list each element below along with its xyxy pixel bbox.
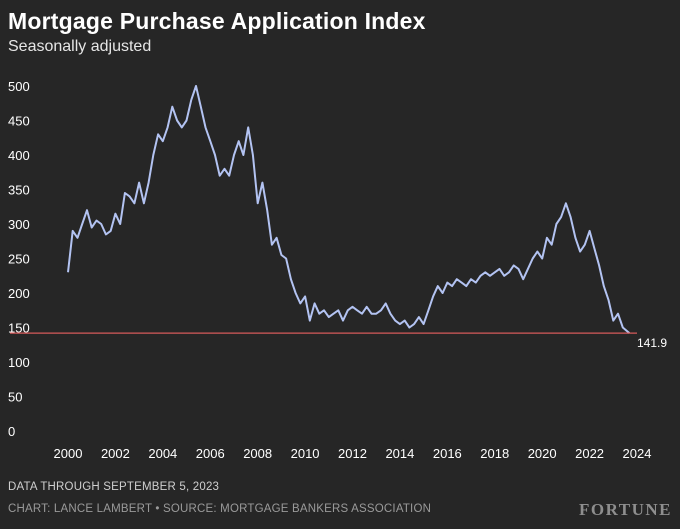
chart-title: Mortgage Purchase Application Index bbox=[8, 8, 426, 34]
x-tick-label: 2014 bbox=[385, 446, 414, 461]
y-tick-label: 200 bbox=[8, 286, 30, 301]
x-tick-label: 2006 bbox=[196, 446, 225, 461]
source-credit: CHART: LANCE LAMBERT • SOURCE: MORTGAGE … bbox=[8, 503, 432, 515]
x-tick-label: 2022 bbox=[575, 446, 604, 461]
x-tick-label: 2016 bbox=[433, 446, 462, 461]
x-tick-label: 2018 bbox=[480, 446, 509, 461]
reference-layer: 141.9 bbox=[10, 332, 667, 350]
x-tick-label: 2002 bbox=[101, 446, 130, 461]
y-tick-label: 50 bbox=[8, 390, 22, 405]
y-tick-label: 500 bbox=[8, 79, 30, 94]
series-line bbox=[67, 85, 631, 334]
y-tick-label: 400 bbox=[8, 148, 30, 163]
y-axis: 0 50 100 150 200 250 300 350 400 450 500 bbox=[8, 79, 30, 439]
x-tick-label: 2024 bbox=[623, 446, 652, 461]
x-tick-label: 2000 bbox=[54, 446, 83, 461]
chart-subtitle: Seasonally adjusted bbox=[8, 38, 152, 55]
y-tick-label: 300 bbox=[8, 217, 30, 232]
y-tick-label: 450 bbox=[8, 114, 30, 129]
x-axis: 2000 2002 2004 2006 2008 2010 2012 2014 2016 2018… bbox=[54, 446, 652, 461]
x-tick-label: 2004 bbox=[148, 446, 177, 461]
reference-label: 141.9 bbox=[637, 336, 667, 350]
x-tick-label: 2008 bbox=[243, 446, 272, 461]
series-layer bbox=[67, 85, 631, 334]
brand-logo: FORTUNE bbox=[578, 500, 672, 519]
y-tick-label: 0 bbox=[8, 424, 15, 439]
y-tick-label: 250 bbox=[8, 252, 30, 267]
x-tick-label: 2020 bbox=[528, 446, 557, 461]
data-note: DATA THROUGH SEPTEMBER 5, 2023 bbox=[8, 481, 220, 493]
y-tick-label: 150 bbox=[8, 321, 30, 336]
y-tick-label: 350 bbox=[8, 183, 30, 198]
y-tick-label: 100 bbox=[8, 355, 30, 370]
x-tick-label: 2010 bbox=[291, 446, 320, 461]
x-tick-label: 2012 bbox=[338, 446, 367, 461]
